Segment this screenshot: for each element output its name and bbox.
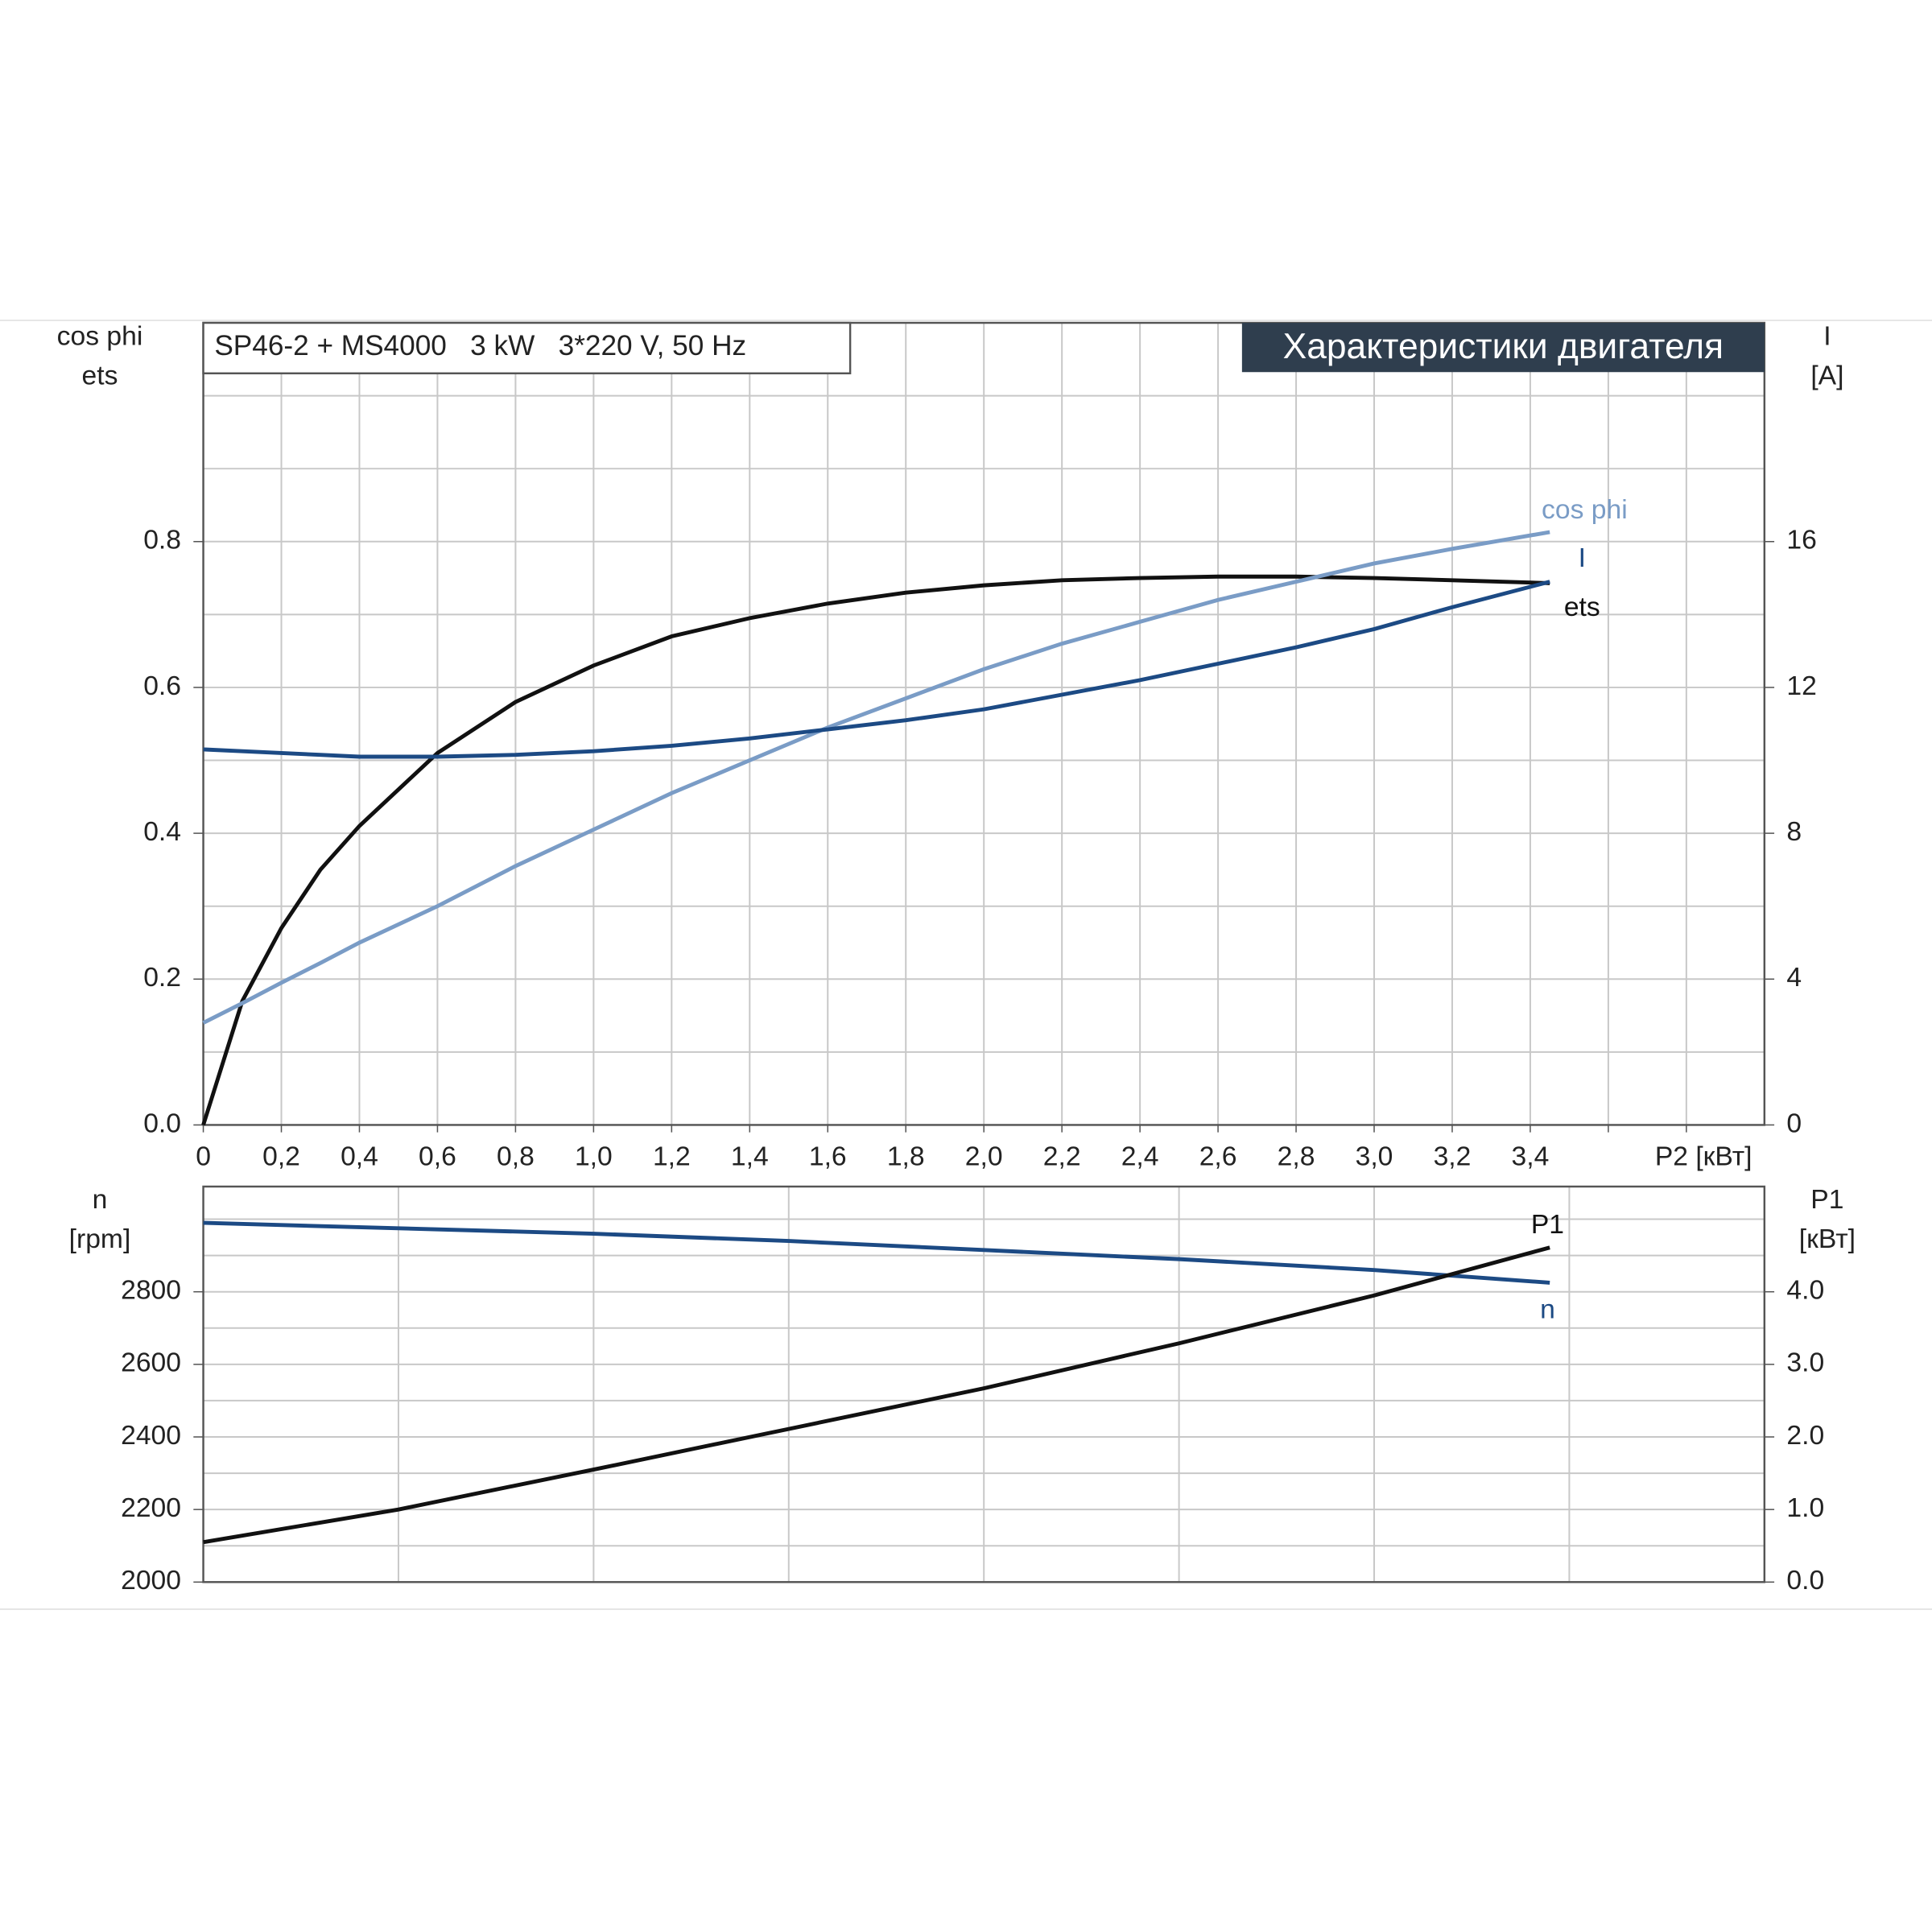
y2-axis-label: [кВт] — [1799, 1224, 1856, 1254]
y2-tick-label: 2.0 — [1786, 1421, 1824, 1451]
x-tick-label: 1,0 — [575, 1142, 613, 1172]
series-label: P1 — [1531, 1210, 1564, 1240]
series-label: ets — [1564, 592, 1600, 622]
y2-tick-label: 0 — [1786, 1108, 1802, 1138]
x-tick-label: 2,6 — [1199, 1142, 1237, 1172]
y-tick-label: 0.8 — [143, 526, 181, 555]
y2-tick-label: 4 — [1786, 963, 1802, 993]
x-tick-label: 1,4 — [731, 1142, 769, 1172]
y2-tick-label: 8 — [1786, 817, 1802, 847]
plot-frame — [202, 1185, 1766, 1583]
x-axis-label: P2 [кВт] — [1655, 1142, 1752, 1172]
x-tick-label: 2,8 — [1278, 1142, 1315, 1172]
y2-tick-label: 1.0 — [1786, 1493, 1824, 1523]
x-tick-label: 1,6 — [809, 1142, 847, 1172]
y2-axis-label: I — [1823, 321, 1831, 351]
x-tick-label: 0,4 — [341, 1142, 378, 1172]
series-line — [203, 1220, 1550, 1285]
y-tick-label: 2800 — [121, 1276, 181, 1306]
y-tick-label: 2000 — [121, 1566, 181, 1596]
x-tick-label: 2,4 — [1121, 1142, 1159, 1172]
x-tick-label: 2,2 — [1043, 1142, 1081, 1172]
y-axis-label: cos phi — [57, 321, 143, 351]
y2-tick-label: 3.0 — [1786, 1348, 1824, 1378]
y-tick-label: 2600 — [121, 1348, 181, 1378]
x-tick-label: 3,4 — [1512, 1142, 1550, 1172]
y-tick-label: 0.2 — [143, 963, 181, 993]
y2-axis-label: P1 — [1810, 1185, 1843, 1215]
x-tick-label: 0,8 — [497, 1142, 535, 1172]
chart-title: SP46-2 + MS4000 3 kW 3*220 V, 50 Hz — [214, 330, 746, 361]
series-line — [203, 1245, 1550, 1545]
y-tick-label: 0.6 — [143, 671, 181, 701]
x-tick-label: 0,2 — [262, 1142, 300, 1172]
y-axis-label: ets — [82, 361, 118, 390]
series-label: I — [1579, 543, 1586, 573]
y2-axis-label: [A] — [1810, 361, 1843, 390]
x-tick-label: 1,2 — [653, 1142, 691, 1172]
y2-tick-label: 16 — [1786, 526, 1816, 555]
y2-tick-label: 4.0 — [1786, 1276, 1824, 1306]
y-axis-label: n — [93, 1185, 108, 1215]
title-box — [202, 321, 852, 374]
y-tick-label: 2200 — [121, 1493, 181, 1523]
series-line — [201, 574, 1550, 1126]
x-tick-label: 0,6 — [419, 1142, 456, 1172]
subtitle-box — [1241, 323, 1765, 373]
x-tick-label: 2,0 — [965, 1142, 1003, 1172]
plot-frame — [202, 321, 1766, 1126]
x-tick-label: 3,2 — [1434, 1142, 1472, 1172]
x-tick-label: 0 — [196, 1142, 211, 1172]
series-label: cos phi — [1542, 495, 1628, 525]
series-line — [203, 580, 1550, 759]
chart-subtitle: Характеристики двигателя — [1283, 327, 1724, 366]
series-line — [202, 530, 1550, 1025]
series-label: n — [1540, 1294, 1555, 1324]
y-tick-label: 0.4 — [143, 817, 181, 847]
y-tick-label: 0.0 — [143, 1108, 181, 1138]
x-tick-label: 3,0 — [1356, 1142, 1393, 1172]
y2-tick-label: 12 — [1786, 671, 1816, 701]
y-tick-label: 2400 — [121, 1421, 181, 1451]
x-tick-label: 1,8 — [887, 1142, 925, 1172]
y-axis-label: [rpm] — [69, 1224, 131, 1254]
y2-tick-label: 0.0 — [1786, 1566, 1824, 1596]
